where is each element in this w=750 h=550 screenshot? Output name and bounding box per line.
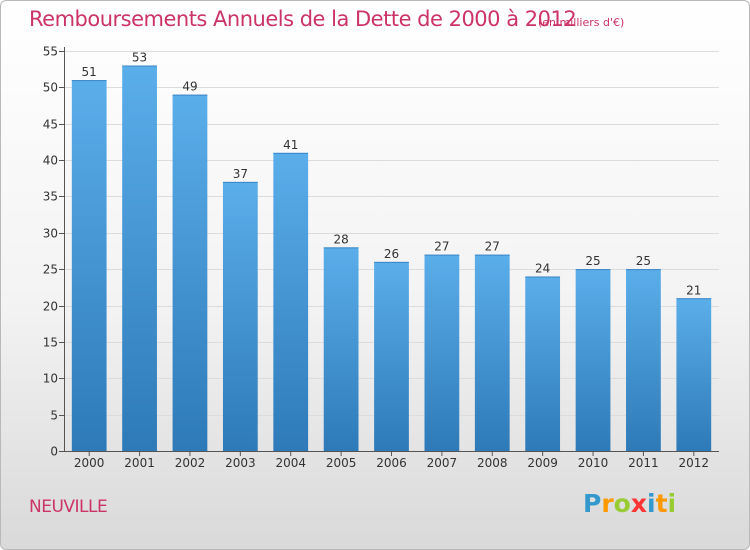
logo-letter: r <box>601 489 614 518</box>
y-tick-label: 0 <box>50 445 58 459</box>
x-tick-label: 2003 <box>225 456 256 470</box>
logo-letter: i <box>667 489 677 518</box>
x-tick-label: 2000 <box>74 456 105 470</box>
logo-letter: o <box>613 489 631 518</box>
bar <box>676 298 712 451</box>
bar <box>122 65 157 451</box>
bar <box>525 276 561 451</box>
axes <box>59 47 719 456</box>
data-label: 53 <box>132 51 147 65</box>
bar <box>273 152 309 451</box>
x-tick-label: 2001 <box>124 456 155 470</box>
bar <box>474 254 510 451</box>
data-label: 28 <box>333 232 348 246</box>
data-label: 21 <box>686 283 701 297</box>
unit-note: (en milliers d'€) <box>538 16 625 29</box>
data-label: 51 <box>82 65 97 79</box>
x-tick-label: 2008 <box>477 456 508 470</box>
y-tick-label: 20 <box>43 300 58 314</box>
x-tick-label: 2007 <box>427 456 458 470</box>
bars <box>71 65 712 452</box>
data-label: 37 <box>233 167 248 181</box>
x-tick-label: 2004 <box>275 456 306 470</box>
data-label: 24 <box>535 261 550 275</box>
bar <box>374 261 409 451</box>
data-label: 26 <box>384 247 399 261</box>
data-label: 27 <box>485 240 500 254</box>
x-tick-label: 2005 <box>326 456 357 470</box>
y-tick-label: 35 <box>43 190 58 204</box>
y-tick-label: 55 <box>43 45 58 59</box>
y-tick-label: 40 <box>43 154 58 168</box>
y-tick-label: 30 <box>43 227 58 241</box>
x-tick-label: 2011 <box>628 456 659 470</box>
x-tick-label: 2012 <box>679 456 710 470</box>
x-tick-label: 2006 <box>376 456 407 470</box>
y-tick-label: 10 <box>43 372 58 386</box>
y-tick-label: 5 <box>50 409 58 423</box>
bar <box>172 94 208 452</box>
bar <box>626 269 661 451</box>
labels: 0 5 10 15 20 25 30 35 40 45 50 55 51 2000 53 2001 49 2002… <box>43 45 709 471</box>
bar <box>222 181 258 451</box>
x-tick-label: 2010 <box>578 456 609 470</box>
logo-letter: x <box>630 489 647 518</box>
bar <box>323 247 359 451</box>
bar <box>575 269 611 451</box>
y-tick-label: 15 <box>43 336 58 350</box>
data-label: 41 <box>283 138 298 152</box>
logo-letter: t <box>655 489 668 518</box>
data-label: 27 <box>434 240 449 254</box>
x-tick-label: 2002 <box>175 456 206 470</box>
x-tick-label: 2009 <box>527 456 558 470</box>
y-tick-label: 50 <box>43 81 58 95</box>
logo-letter: P <box>583 489 602 518</box>
data-label: 49 <box>182 80 197 94</box>
proxiti-logo: Proxiti <box>583 489 676 518</box>
y-tick-label: 25 <box>43 263 58 277</box>
place-name: NEUVILLE <box>29 497 108 517</box>
bar <box>71 80 107 451</box>
data-label: 25 <box>636 254 651 268</box>
bar <box>424 254 460 451</box>
data-label: 25 <box>585 254 600 268</box>
y-tick-label: 45 <box>43 118 58 132</box>
chart-title: Remboursements Annuels de la Dette de 20… <box>29 7 577 31</box>
logo-letter: i <box>647 489 656 518</box>
